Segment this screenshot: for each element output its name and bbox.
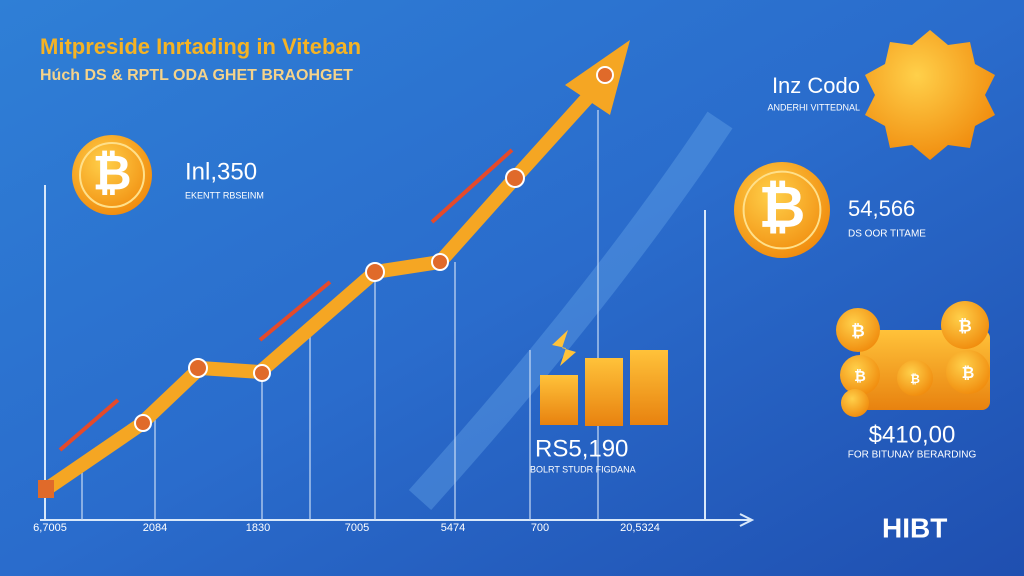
axis-label: 5474 — [441, 522, 465, 534]
axis-label: 700 — [531, 522, 549, 534]
axis-label: 20,5324 — [620, 522, 660, 534]
coin-symbol: ₿ — [851, 321, 865, 340]
points — [134, 66, 614, 432]
coin-symbol: ₿ — [910, 372, 920, 386]
coin-symbol: ₿ — [854, 369, 866, 385]
red-arrows — [58, 148, 514, 452]
glow-arrow — [408, 111, 733, 511]
coin-ring — [79, 142, 145, 208]
stat-value: Inz Codo — [772, 73, 860, 98]
stat-value: Inl,350 — [185, 158, 257, 185]
coin-symbol: ₿ — [92, 148, 131, 201]
stat-caption: BOLRT STUDR FIGDANA — [530, 464, 636, 474]
start-box — [38, 480, 54, 498]
badge — [865, 30, 995, 160]
coin — [734, 162, 830, 258]
stat-value: 54,566 — [848, 196, 915, 221]
title: Mitpreside Inrtading in Viteban — [40, 34, 361, 59]
axis-label: 6,7005 — [33, 522, 67, 534]
stat-value: RS5,190 — [535, 435, 628, 462]
coin-symbol: ₿ — [958, 316, 972, 335]
stat-caption: ANDERHI VITTEDNAL — [767, 102, 860, 112]
coin-stack — [836, 301, 990, 417]
axes — [40, 185, 755, 527]
stat-caption: DS OOR TITAME — [848, 229, 926, 240]
coin — [72, 135, 152, 215]
stat-caption: FOR BITUNAY BERARDING — [848, 450, 977, 461]
stat-value: $410,00 — [869, 421, 956, 448]
subtitle: Húch DS & RPTL ODA GHET BRAOHGET — [40, 67, 353, 84]
bars — [540, 330, 668, 426]
stat-caption: EKENTT RBSEINM — [185, 190, 264, 200]
logo: HIBT — [882, 512, 947, 543]
coin-symbol: ₿ — [962, 364, 975, 382]
coin-ring — [742, 170, 822, 250]
axis-label: 2084 — [143, 522, 167, 534]
trend-line — [41, 90, 596, 496]
coin-symbol: ₿ — [759, 176, 806, 240]
axis-label: 7005 — [345, 522, 369, 534]
axis-label: 1830 — [246, 522, 270, 534]
